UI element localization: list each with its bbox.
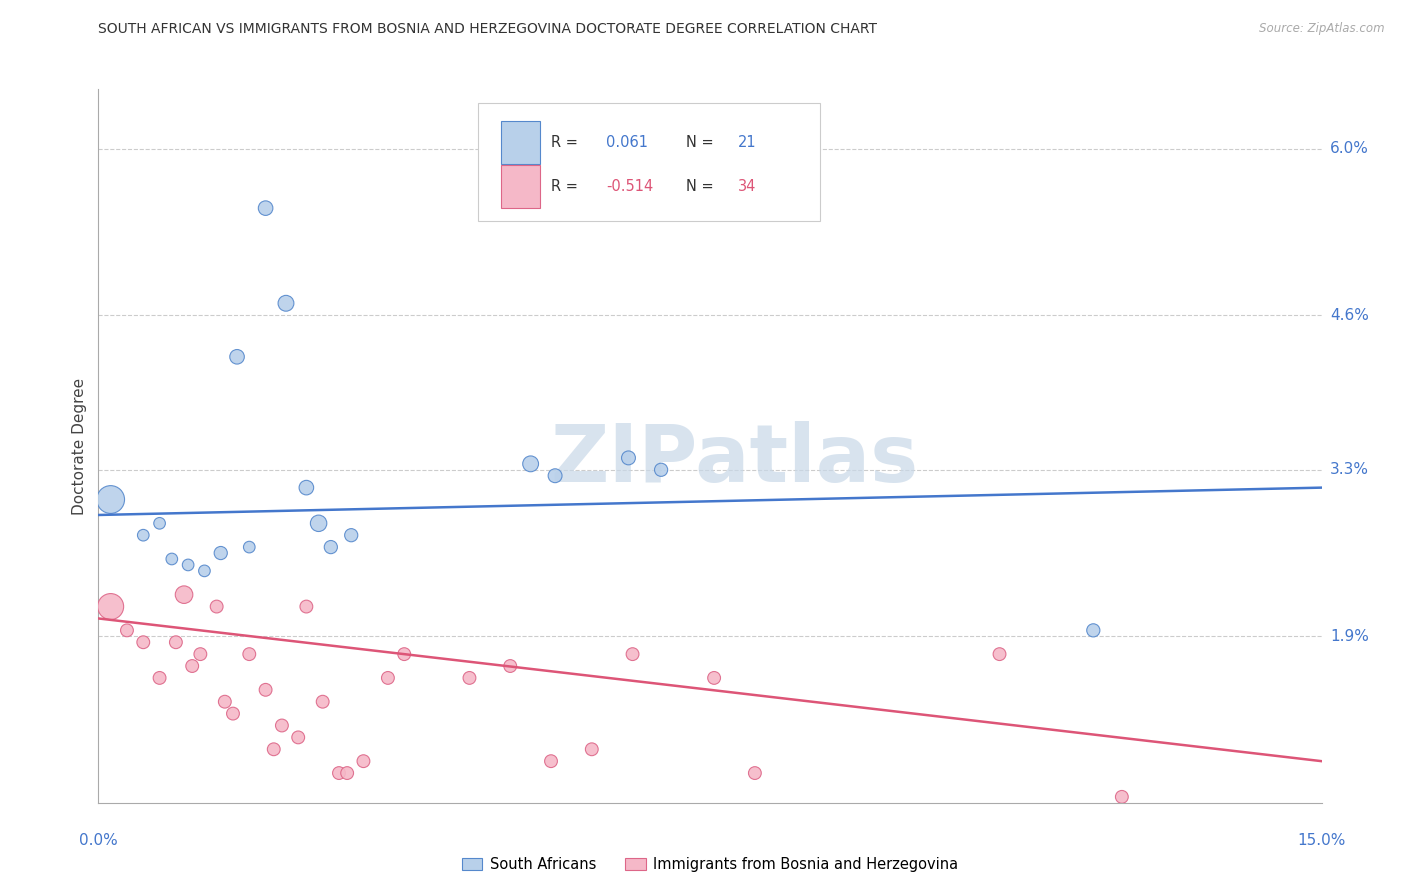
- Text: R =: R =: [551, 135, 582, 150]
- Legend: South Africans, Immigrants from Bosnia and Herzegovina: South Africans, Immigrants from Bosnia a…: [456, 851, 965, 878]
- Point: [1083, 624, 1105, 638]
- Point: [744, 766, 766, 780]
- Point: [287, 731, 309, 745]
- Point: [581, 742, 603, 756]
- Text: 21: 21: [738, 135, 756, 150]
- Point: [100, 492, 122, 507]
- Point: [540, 754, 562, 768]
- Point: [263, 742, 285, 756]
- Point: [254, 682, 277, 697]
- Point: [352, 754, 374, 768]
- Text: R =: R =: [551, 179, 582, 194]
- Y-axis label: Doctorate Degree: Doctorate Degree: [72, 377, 87, 515]
- Text: 6.0%: 6.0%: [1330, 141, 1369, 156]
- Point: [1111, 789, 1133, 804]
- Point: [458, 671, 481, 685]
- Text: 4.6%: 4.6%: [1330, 308, 1369, 323]
- Point: [621, 647, 644, 661]
- Point: [209, 546, 232, 560]
- Point: [254, 201, 277, 215]
- Point: [214, 695, 236, 709]
- Point: [115, 624, 138, 638]
- Point: [519, 457, 541, 471]
- Text: 1.9%: 1.9%: [1330, 629, 1369, 644]
- Point: [319, 540, 342, 554]
- Text: SOUTH AFRICAN VS IMMIGRANTS FROM BOSNIA AND HERZEGOVINA DOCTORATE DEGREE CORRELA: SOUTH AFRICAN VS IMMIGRANTS FROM BOSNIA …: [98, 22, 877, 37]
- Text: 3.3%: 3.3%: [1330, 462, 1369, 477]
- Point: [703, 671, 725, 685]
- Text: 0.061: 0.061: [606, 135, 648, 150]
- Point: [274, 296, 297, 310]
- Point: [336, 766, 359, 780]
- Point: [149, 516, 172, 531]
- Point: [340, 528, 363, 542]
- Text: ZIPatlas: ZIPatlas: [550, 421, 918, 500]
- Point: [165, 635, 187, 649]
- Point: [160, 552, 183, 566]
- Text: 15.0%: 15.0%: [1298, 833, 1346, 848]
- Point: [222, 706, 245, 721]
- Point: [650, 463, 672, 477]
- Point: [226, 350, 249, 364]
- Text: N =: N =: [686, 179, 718, 194]
- Point: [392, 647, 416, 661]
- Point: [132, 635, 155, 649]
- Point: [188, 647, 212, 661]
- Point: [312, 695, 335, 709]
- Point: [988, 647, 1011, 661]
- Point: [544, 468, 567, 483]
- Point: [499, 659, 522, 673]
- Point: [132, 528, 155, 542]
- Point: [238, 647, 260, 661]
- Point: [295, 481, 318, 495]
- FancyBboxPatch shape: [478, 103, 820, 221]
- Point: [149, 671, 172, 685]
- Point: [328, 766, 350, 780]
- FancyBboxPatch shape: [501, 121, 540, 164]
- Point: [617, 450, 640, 465]
- Point: [193, 564, 215, 578]
- Point: [205, 599, 228, 614]
- Point: [270, 718, 294, 732]
- Text: N =: N =: [686, 135, 718, 150]
- Point: [308, 516, 330, 531]
- Point: [377, 671, 399, 685]
- Text: -0.514: -0.514: [606, 179, 654, 194]
- Point: [181, 659, 204, 673]
- Point: [295, 599, 318, 614]
- Text: 0.0%: 0.0%: [79, 833, 118, 848]
- Point: [173, 588, 195, 602]
- Text: 34: 34: [738, 179, 756, 194]
- FancyBboxPatch shape: [501, 165, 540, 208]
- Point: [238, 540, 260, 554]
- Text: Source: ZipAtlas.com: Source: ZipAtlas.com: [1260, 22, 1385, 36]
- Point: [177, 558, 200, 572]
- Point: [100, 599, 122, 614]
